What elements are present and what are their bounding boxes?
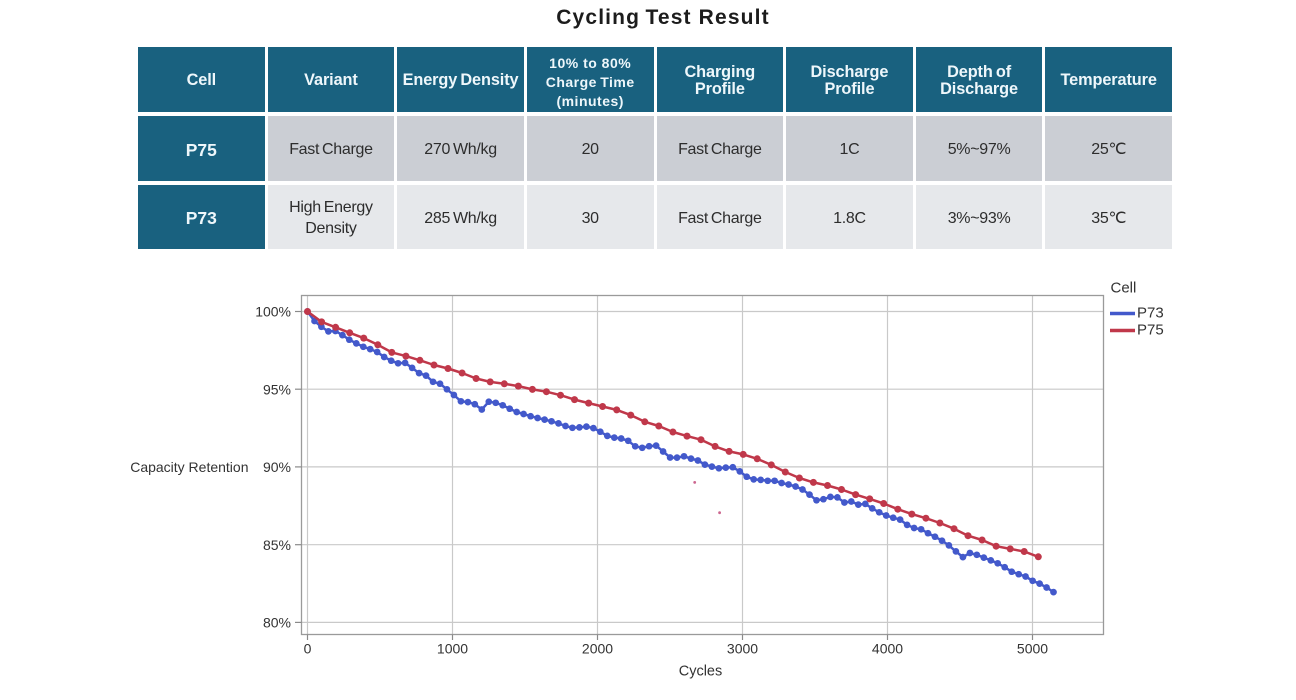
svg-text:80%: 80% [263, 615, 291, 631]
svg-text:Cell: Cell [1111, 280, 1137, 297]
svg-text:P75: P75 [1137, 322, 1164, 339]
svg-text:3000: 3000 [727, 641, 758, 657]
svg-text:0: 0 [304, 641, 312, 657]
svg-text:95%: 95% [263, 381, 291, 397]
svg-text:Cycles: Cycles [679, 664, 723, 680]
svg-text:5000: 5000 [1017, 641, 1048, 657]
svg-text:2000: 2000 [582, 641, 613, 657]
svg-text:100%: 100% [255, 304, 291, 320]
svg-text:4000: 4000 [872, 641, 903, 657]
svg-text:85%: 85% [263, 537, 291, 553]
svg-text:Capacity Retention: Capacity Retention [130, 459, 248, 475]
svg-text:90%: 90% [263, 459, 291, 475]
svg-text:P73: P73 [1137, 305, 1164, 322]
svg-text:1000: 1000 [437, 641, 468, 657]
